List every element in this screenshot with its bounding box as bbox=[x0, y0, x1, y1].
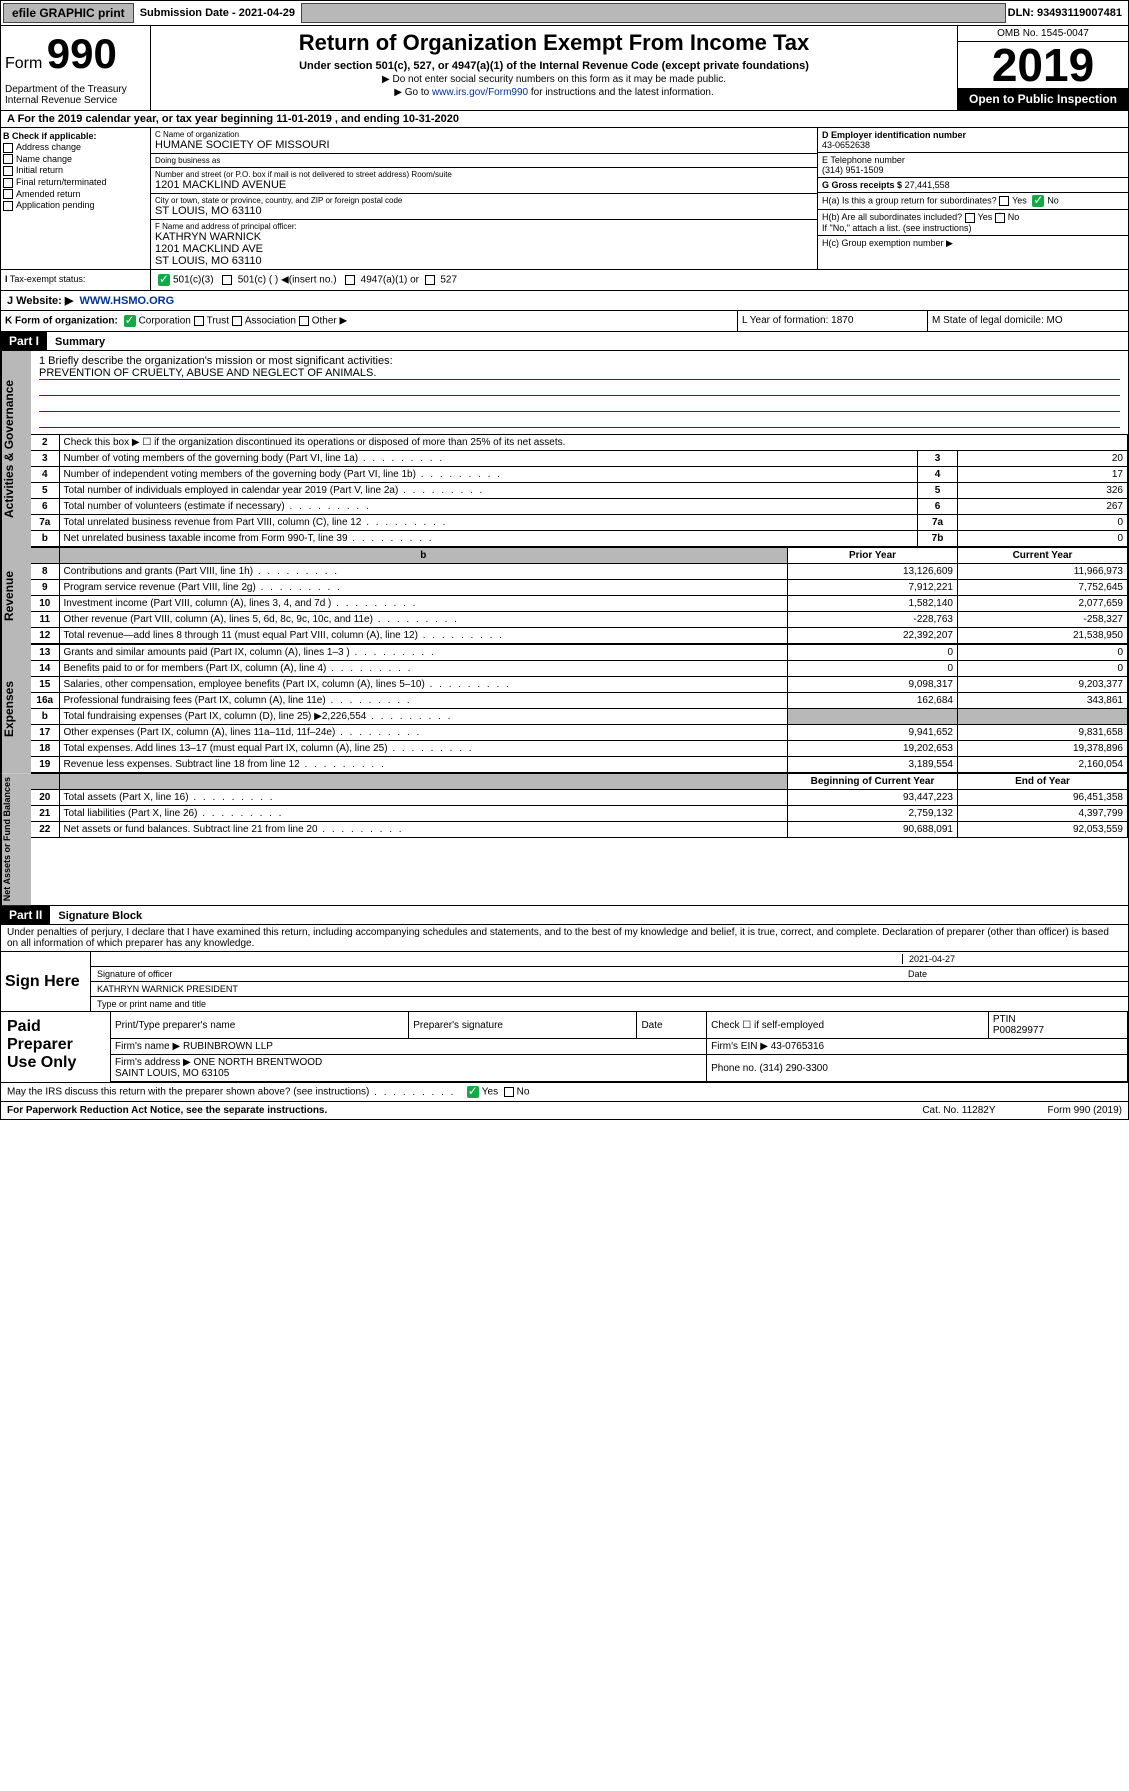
signature-block: Sign Here 2021-04-27 Signature of office… bbox=[0, 952, 1129, 1012]
submission-date: Submission Date - 2021-04-29 bbox=[136, 7, 299, 19]
website-link[interactable]: WWW.HSMO.ORG bbox=[79, 295, 174, 307]
toolbar-spacer bbox=[301, 3, 1006, 23]
gross-receipts: 27,441,558 bbox=[905, 180, 950, 190]
efile-button[interactable]: efile GRAPHIC print bbox=[3, 3, 134, 23]
firm-name: RUBINBROWN LLP bbox=[183, 1041, 273, 1052]
ein-value: 43-0652638 bbox=[822, 140, 870, 150]
officer-name: KATHRYN WARNICK PRESIDENT bbox=[91, 982, 1128, 997]
form-header: Form 990 Department of the Treasury Inte… bbox=[0, 26, 1129, 111]
col-d-h: D Employer identification number43-06526… bbox=[818, 128, 1128, 269]
header-sub1: Under section 501(c), 527, or 4947(a)(1)… bbox=[155, 60, 953, 72]
revenue-table: bPrior YearCurrent Year 8Contributions a… bbox=[31, 547, 1128, 644]
entity-block: B Check if applicable: Address change Na… bbox=[0, 128, 1129, 270]
section-net-assets: Net Assets or Fund Balances Beginning of… bbox=[0, 773, 1129, 906]
expenses-table: 13Grants and similar amounts paid (Part … bbox=[31, 644, 1128, 773]
telephone: (314) 951-1509 bbox=[822, 165, 884, 175]
org-name: HUMANE SOCIETY OF MISSOURI bbox=[155, 139, 813, 151]
state-domicile: M State of legal domicile: MO bbox=[928, 311, 1128, 331]
principal-officer: KATHRYN WARNICK 1201 MACKLIND AVE ST LOU… bbox=[155, 231, 813, 267]
part2-header: Part IISignature Block bbox=[0, 906, 1129, 925]
top-toolbar: efile GRAPHIC print Submission Date - 20… bbox=[0, 0, 1129, 26]
mission-text: PREVENTION OF CRUELTY, ABUSE AND NEGLECT… bbox=[39, 367, 1120, 380]
check-application-pending[interactable] bbox=[3, 201, 13, 211]
check-corporation bbox=[124, 315, 136, 327]
check-final-return[interactable] bbox=[3, 178, 13, 188]
discuss-yes-check bbox=[467, 1086, 479, 1098]
col-b-checkboxes: B Check if applicable: Address change Na… bbox=[1, 128, 151, 269]
dln-label: DLN: 93493119007481 bbox=[1008, 7, 1128, 19]
col-c-name-address: C Name of organizationHUMANE SOCIETY OF … bbox=[151, 128, 818, 269]
firm-ein: 43-0765316 bbox=[771, 1041, 824, 1052]
paid-preparer-block: Paid Preparer Use Only Print/Type prepar… bbox=[0, 1012, 1129, 1083]
header-sub2: ▶ Do not enter social security numbers o… bbox=[155, 74, 953, 85]
mission-block: 1 Briefly describe the organization's mi… bbox=[31, 351, 1128, 434]
org-street: 1201 MACKLIND AVENUE bbox=[155, 179, 813, 191]
tax-year: 2019 bbox=[958, 42, 1128, 88]
check-address-change[interactable] bbox=[3, 143, 13, 153]
check-initial-return[interactable] bbox=[3, 166, 13, 176]
check-name-change[interactable] bbox=[3, 154, 13, 164]
check-501c3 bbox=[158, 274, 170, 286]
sign-date: 2021-04-27 bbox=[902, 954, 1122, 964]
header-sub3: ▶ Go to www.irs.gov/Form990 for instruct… bbox=[155, 87, 953, 98]
row-i-tax-exempt: I Tax-exempt status: 501(c)(3) 501(c) ( … bbox=[0, 270, 1129, 291]
check-amended[interactable] bbox=[3, 189, 13, 199]
form-number: Form 990 bbox=[5, 30, 146, 78]
discuss-row: May the IRS discuss this return with the… bbox=[0, 1083, 1129, 1102]
irs-link[interactable]: www.irs.gov/Form990 bbox=[432, 87, 528, 98]
line-a-period: A For the 2019 calendar year, or tax yea… bbox=[0, 111, 1129, 128]
ptin: P00829977 bbox=[993, 1025, 1044, 1036]
ha-no-check bbox=[1032, 195, 1044, 207]
part1-header: Part ISummary bbox=[0, 332, 1129, 351]
net-assets-table: Beginning of Current YearEnd of Year 20T… bbox=[31, 773, 1128, 838]
dept-label: Department of the Treasury Internal Reve… bbox=[5, 84, 146, 106]
section-revenue: Revenue bPrior YearCurrent Year 8Contrib… bbox=[0, 547, 1129, 644]
perjury-statement: Under penalties of perjury, I declare th… bbox=[0, 925, 1129, 952]
row-j-website: J Website: ▶ WWW.HSMO.ORG bbox=[0, 291, 1129, 311]
open-inspection-badge: Open to Public Inspection bbox=[958, 88, 1128, 110]
governance-table: 2Check this box ▶ ☐ if the organization … bbox=[31, 434, 1128, 547]
row-k-l-m: K Form of organization: Corporation Trus… bbox=[0, 311, 1129, 332]
firm-phone: (314) 290-3300 bbox=[760, 1063, 828, 1074]
form-footer: For Paperwork Reduction Act Notice, see … bbox=[0, 1102, 1129, 1120]
section-governance: Activities & Governance 1 Briefly descri… bbox=[0, 351, 1129, 547]
form-title: Return of Organization Exempt From Incom… bbox=[155, 30, 953, 56]
section-expenses: Expenses 13Grants and similar amounts pa… bbox=[0, 644, 1129, 773]
org-city: ST LOUIS, MO 63110 bbox=[155, 205, 813, 217]
year-formation: L Year of formation: 1870 bbox=[738, 311, 928, 331]
